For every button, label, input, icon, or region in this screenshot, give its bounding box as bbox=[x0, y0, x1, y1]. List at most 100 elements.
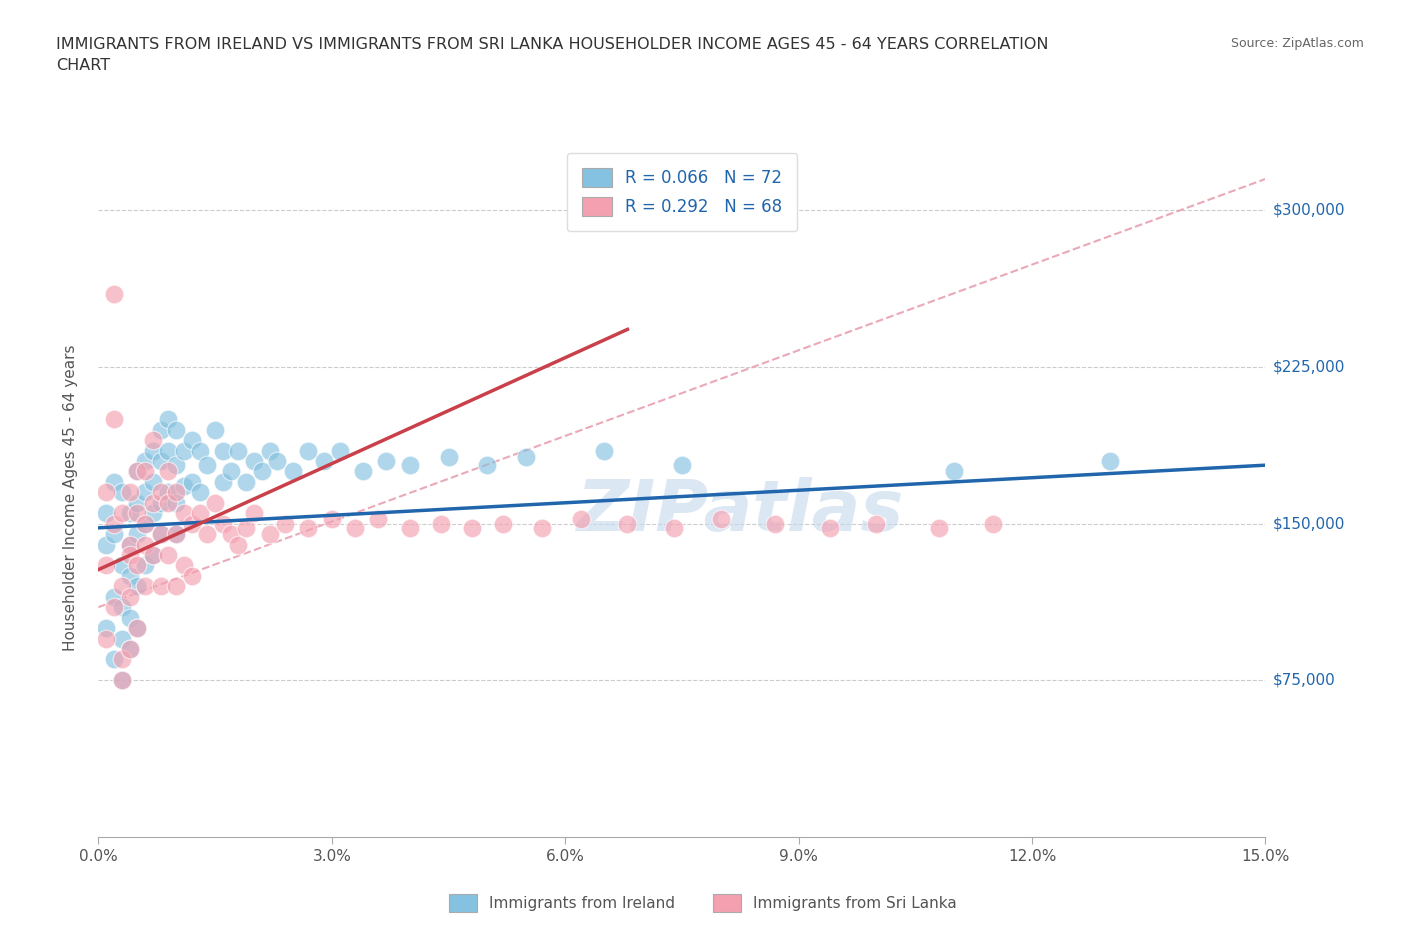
Point bbox=[259, 526, 281, 541]
Point bbox=[134, 464, 156, 479]
Point bbox=[96, 506, 118, 521]
Point bbox=[157, 496, 180, 511]
Point bbox=[134, 485, 156, 499]
Point bbox=[344, 521, 367, 536]
Point bbox=[165, 485, 187, 499]
Point bbox=[127, 464, 149, 479]
Point bbox=[165, 526, 187, 541]
Point bbox=[157, 548, 180, 563]
Point bbox=[142, 548, 165, 563]
Point bbox=[173, 558, 195, 573]
Point bbox=[134, 558, 156, 573]
Point bbox=[173, 479, 195, 494]
Point bbox=[134, 516, 156, 531]
Point bbox=[149, 422, 172, 437]
Point bbox=[173, 443, 195, 458]
Point bbox=[111, 506, 134, 521]
Text: ZIPatlas: ZIPatlas bbox=[576, 477, 904, 546]
Point bbox=[134, 578, 156, 593]
Point bbox=[134, 516, 156, 531]
Point bbox=[437, 449, 460, 464]
Point bbox=[195, 458, 218, 472]
Point bbox=[188, 485, 211, 499]
Point bbox=[103, 286, 125, 301]
Point bbox=[96, 631, 118, 646]
Point bbox=[157, 485, 180, 499]
Point bbox=[763, 516, 786, 531]
Point bbox=[127, 578, 149, 593]
Point bbox=[127, 464, 149, 479]
Point bbox=[118, 506, 141, 521]
Point bbox=[250, 464, 273, 479]
Point bbox=[981, 516, 1004, 531]
Point bbox=[274, 516, 297, 531]
Point bbox=[111, 631, 134, 646]
Point bbox=[118, 548, 141, 563]
Point bbox=[204, 422, 226, 437]
Point bbox=[180, 516, 202, 531]
Point bbox=[593, 443, 616, 458]
Point bbox=[212, 516, 235, 531]
Point bbox=[188, 506, 211, 521]
Point bbox=[569, 512, 592, 527]
Point bbox=[142, 548, 165, 563]
Point bbox=[329, 443, 352, 458]
Point bbox=[111, 673, 134, 688]
Text: Source: ZipAtlas.com: Source: ZipAtlas.com bbox=[1230, 37, 1364, 50]
Text: $225,000: $225,000 bbox=[1272, 360, 1344, 375]
Point bbox=[142, 443, 165, 458]
Point bbox=[865, 516, 887, 531]
Point bbox=[103, 652, 125, 667]
Point bbox=[149, 526, 172, 541]
Point bbox=[671, 458, 693, 472]
Point bbox=[103, 526, 125, 541]
Point bbox=[134, 454, 156, 469]
Point bbox=[157, 443, 180, 458]
Point bbox=[662, 521, 685, 536]
Point bbox=[149, 578, 172, 593]
Point bbox=[111, 652, 134, 667]
Point bbox=[103, 412, 125, 427]
Point bbox=[111, 558, 134, 573]
Point bbox=[96, 620, 118, 635]
Point bbox=[165, 496, 187, 511]
Point bbox=[165, 526, 187, 541]
Point bbox=[149, 526, 172, 541]
Point bbox=[312, 454, 335, 469]
Point bbox=[235, 474, 257, 489]
Point bbox=[297, 443, 319, 458]
Point bbox=[398, 458, 420, 472]
Point bbox=[142, 432, 165, 447]
Point bbox=[103, 590, 125, 604]
Point bbox=[103, 516, 125, 531]
Point bbox=[195, 526, 218, 541]
Point bbox=[477, 458, 499, 472]
Point bbox=[127, 558, 149, 573]
Point bbox=[118, 590, 141, 604]
Point bbox=[710, 512, 733, 527]
Point bbox=[228, 443, 250, 458]
Point bbox=[118, 485, 141, 499]
Point bbox=[398, 521, 420, 536]
Point bbox=[127, 506, 149, 521]
Point bbox=[118, 538, 141, 552]
Point bbox=[204, 496, 226, 511]
Point bbox=[111, 673, 134, 688]
Point bbox=[818, 521, 841, 536]
Point bbox=[352, 464, 374, 479]
Point bbox=[243, 506, 266, 521]
Point bbox=[180, 474, 202, 489]
Point bbox=[103, 600, 125, 615]
Point bbox=[943, 464, 966, 479]
Point bbox=[118, 568, 141, 583]
Point bbox=[142, 496, 165, 511]
Text: $300,000: $300,000 bbox=[1272, 203, 1346, 218]
Point bbox=[367, 512, 389, 527]
Point bbox=[157, 464, 180, 479]
Legend: R = 0.066   N = 72, R = 0.292   N = 68: R = 0.066 N = 72, R = 0.292 N = 68 bbox=[567, 153, 797, 232]
Point bbox=[127, 620, 149, 635]
Point bbox=[461, 521, 484, 536]
Point bbox=[429, 516, 451, 531]
Point bbox=[297, 521, 319, 536]
Point bbox=[96, 485, 118, 499]
